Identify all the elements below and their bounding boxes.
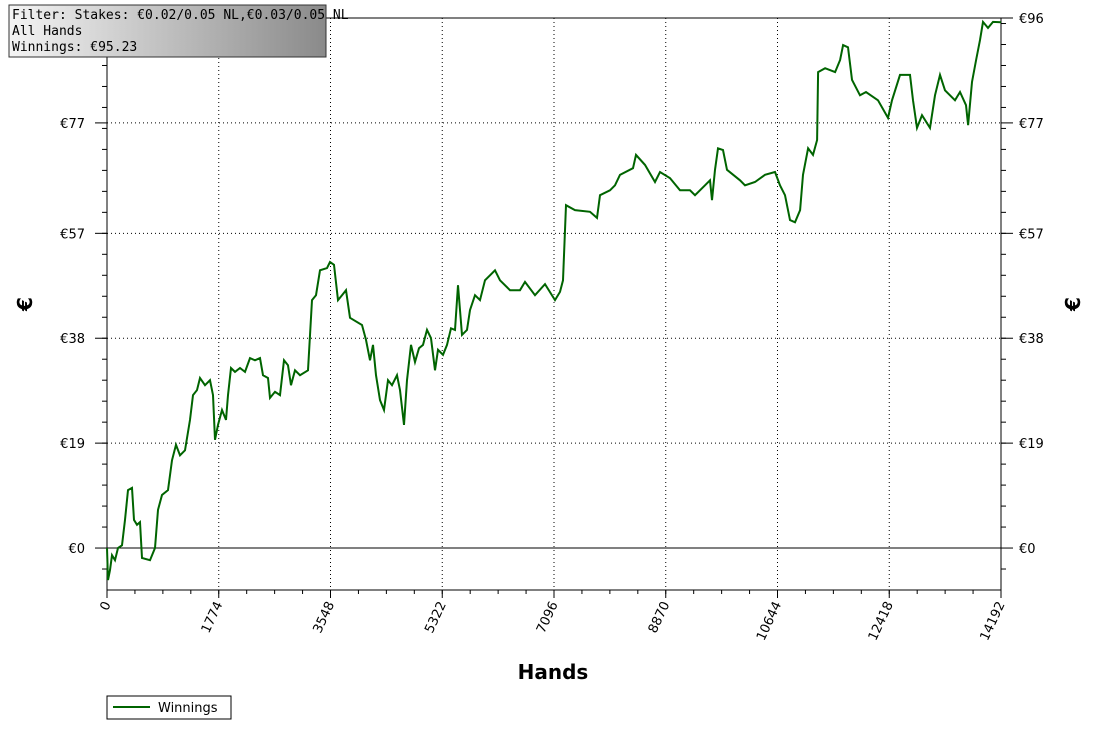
y2-tick-label: €0 [1019,542,1036,557]
legend-label: Winnings [158,701,218,716]
legend-box [106,695,232,720]
y2-tick-label: €96 [1019,12,1044,27]
winnings-line [106,19,1002,581]
info-line: All Hands [12,24,82,39]
x-tick-label: 5322 [422,599,450,635]
info-background [8,4,327,58]
y2-axis-label: € [1061,297,1085,312]
y-tick-label: €77 [60,117,85,132]
y2-tick-label: €38 [1019,332,1044,347]
info-line: Filter: Stakes: €0.02/0.05 NL,€0.03/0.05… [12,8,349,23]
info-line: Winnings: €95.23 [12,40,137,55]
x-tick-label: 3548 [311,599,339,635]
legend: Winnings [106,695,232,720]
y-tick-label: €38 [60,332,85,347]
y2-tick-label: €19 [1019,437,1044,452]
x-tick-label: 7096 [534,599,562,635]
y-tick-label: €0 [68,542,85,557]
y2-tick-label: €77 [1019,117,1044,132]
x-tick-label: 1774 [199,599,227,635]
y2-tick-label: €57 [1019,227,1044,242]
y-axis-label: € [13,297,37,312]
plot-frame [106,17,1002,591]
y-tick-label: €19 [60,437,85,452]
x-tick-label: 10644 [754,599,785,643]
x-tick-label: 12418 [866,599,897,643]
x-tick-label: 0 [98,599,115,613]
x-axis-label: Hands [518,660,589,684]
info-box: Filter: Stakes: €0.02/0.05 NL,€0.03/0.05… [8,4,349,58]
x-tick-label: 8870 [646,599,674,635]
x-tick-label: 14192 [978,599,1009,643]
y-tick-label: €57 [60,227,85,242]
